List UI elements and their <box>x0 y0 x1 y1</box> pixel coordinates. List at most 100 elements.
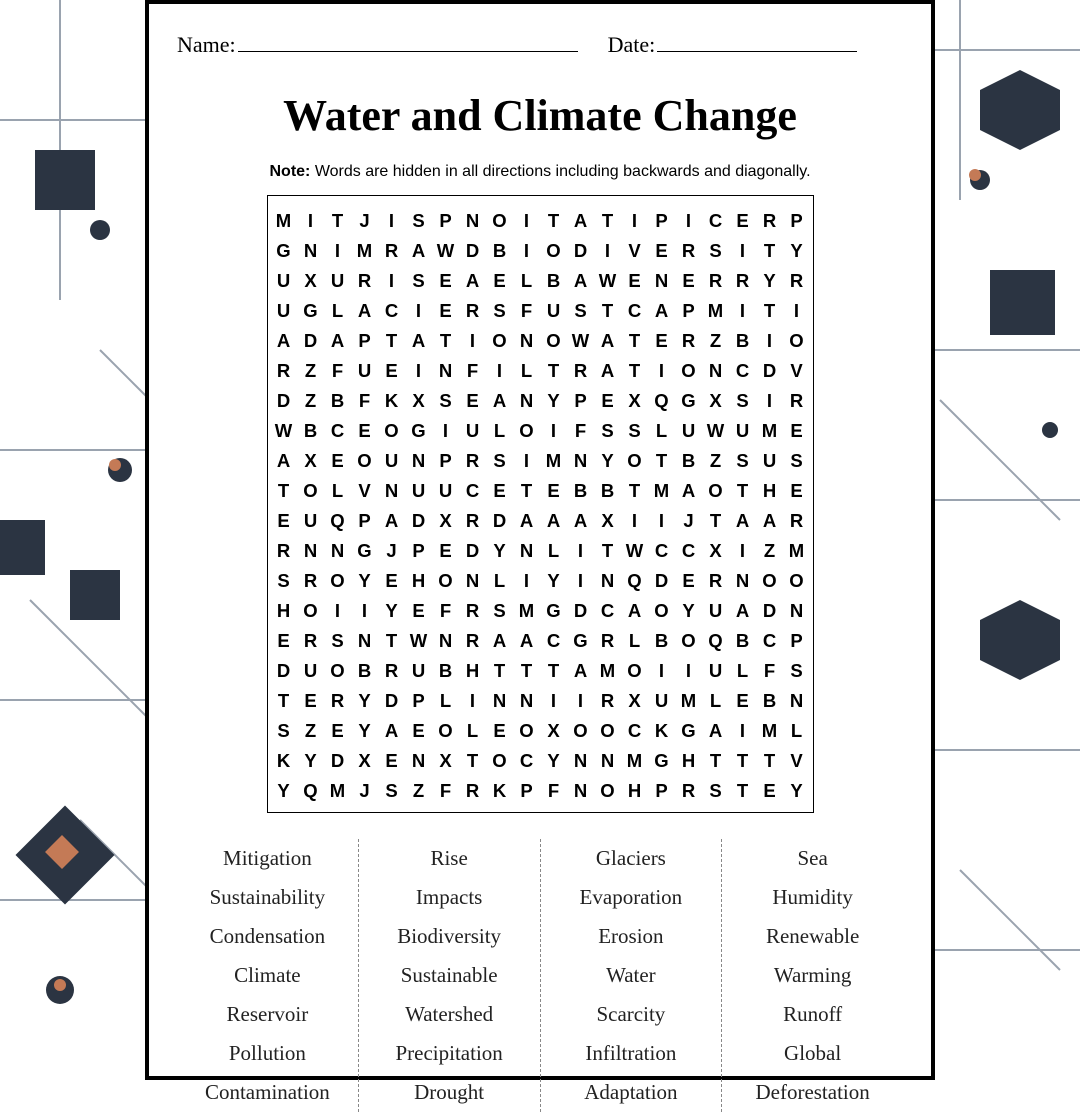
grid-cell: X <box>540 716 567 746</box>
grid-cell: T <box>540 656 567 686</box>
grid-cell: O <box>594 716 621 746</box>
grid-cell: N <box>594 746 621 776</box>
name-blank-line[interactable] <box>238 51 578 52</box>
grid-cell: L <box>513 266 540 296</box>
grid-cell: A <box>459 266 486 296</box>
grid-cell: O <box>324 566 351 596</box>
grid-cell: T <box>756 236 783 266</box>
grid-cell: N <box>783 596 810 626</box>
grid-cell: U <box>540 296 567 326</box>
grid-cell: X <box>621 686 648 716</box>
grid-cell: Y <box>351 716 378 746</box>
grid-cell: X <box>297 266 324 296</box>
grid-cell: U <box>378 446 405 476</box>
grid-cell: O <box>675 626 702 656</box>
grid-cell: T <box>756 296 783 326</box>
grid-row: SROYEHONLIYINQDERNOO <box>268 566 813 596</box>
word-bank-item: Biodiversity <box>369 917 530 956</box>
grid-cell: F <box>567 416 594 446</box>
grid-cell: D <box>459 536 486 566</box>
word-bank-item: Runoff <box>732 995 893 1034</box>
grid-cell: A <box>486 386 513 416</box>
grid-cell: T <box>378 626 405 656</box>
word-bank-column: MitigationSustainabilityCondensationClim… <box>177 839 358 1112</box>
grid-cell: C <box>648 536 675 566</box>
grid-cell: Y <box>351 566 378 596</box>
grid-cell: C <box>729 356 756 386</box>
note-label: Note: <box>269 163 310 180</box>
grid-cell: I <box>351 596 378 626</box>
grid-cell: A <box>702 716 729 746</box>
grid-cell: N <box>729 566 756 596</box>
date-blank-line[interactable] <box>657 51 857 52</box>
word-bank-item: Condensation <box>187 917 348 956</box>
grid-cell: G <box>540 596 567 626</box>
grid-cell: B <box>486 236 513 266</box>
grid-cell: O <box>432 566 459 596</box>
grid-cell: I <box>675 656 702 686</box>
grid-cell: R <box>594 686 621 716</box>
grid-row: UGLACIERSFUSTCAPMITI <box>268 296 813 326</box>
grid-cell: L <box>729 656 756 686</box>
grid-cell: Z <box>702 326 729 356</box>
grid-cell: E <box>783 476 810 506</box>
word-bank-item: Mitigation <box>187 839 348 878</box>
grid-cell: T <box>486 656 513 686</box>
grid-cell: T <box>729 776 756 806</box>
grid-cell: C <box>378 296 405 326</box>
grid-cell: O <box>513 416 540 446</box>
grid-cell: I <box>540 416 567 446</box>
grid-cell: T <box>594 296 621 326</box>
grid-cell: E <box>432 266 459 296</box>
grid-cell: A <box>378 506 405 536</box>
grid-cell: P <box>432 206 459 236</box>
grid-cell: B <box>297 416 324 446</box>
grid-cell: F <box>540 776 567 806</box>
page-title: Water and Climate Change <box>177 90 903 141</box>
grid-cell: Y <box>756 266 783 296</box>
grid-cell: R <box>324 686 351 716</box>
grid-cell: E <box>486 716 513 746</box>
grid-cell: A <box>567 266 594 296</box>
grid-cell: H <box>675 746 702 776</box>
grid-cell: A <box>378 716 405 746</box>
grid-cell: O <box>567 716 594 746</box>
grid-cell: C <box>324 416 351 446</box>
grid-cell: T <box>540 356 567 386</box>
grid-cell: I <box>297 206 324 236</box>
grid-cell: D <box>567 236 594 266</box>
grid-cell: R <box>297 626 324 656</box>
grid-cell: D <box>378 686 405 716</box>
grid-cell: N <box>648 266 675 296</box>
grid-cell: N <box>432 626 459 656</box>
grid-cell: E <box>594 386 621 416</box>
grid-cell: R <box>270 356 297 386</box>
grid-cell: Q <box>297 776 324 806</box>
grid-row: TOLVNUUCETEBBTMAOTHE <box>268 476 813 506</box>
grid-cell: S <box>729 386 756 416</box>
grid-cell: O <box>621 446 648 476</box>
grid-cell: M <box>675 686 702 716</box>
grid-cell: J <box>351 206 378 236</box>
grid-cell: S <box>729 446 756 476</box>
grid-cell: B <box>324 386 351 416</box>
grid-cell: D <box>405 506 432 536</box>
grid-cell: A <box>594 356 621 386</box>
grid-cell: E <box>648 236 675 266</box>
grid-cell: L <box>513 356 540 386</box>
name-label: Name: <box>177 32 236 58</box>
grid-cell: T <box>702 746 729 776</box>
grid-cell: P <box>783 206 810 236</box>
grid-cell: B <box>675 446 702 476</box>
grid-cell: R <box>297 566 324 596</box>
grid-row: ADAPTATIONOWATERZBIO <box>268 326 813 356</box>
grid-cell: Y <box>540 386 567 416</box>
grid-cell: I <box>405 296 432 326</box>
grid-cell: I <box>594 236 621 266</box>
grid-cell: Z <box>297 356 324 386</box>
grid-cell: S <box>270 566 297 596</box>
grid-cell: Q <box>324 506 351 536</box>
grid-cell: A <box>324 326 351 356</box>
grid-cell: E <box>405 716 432 746</box>
word-bank-column: RiseImpactsBiodiversitySustainableWaters… <box>358 839 540 1112</box>
